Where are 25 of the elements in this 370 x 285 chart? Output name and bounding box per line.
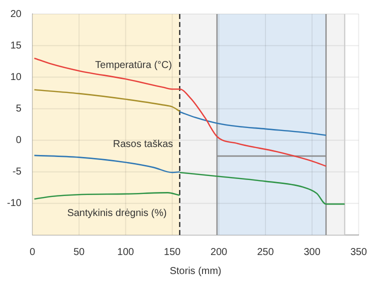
x-tick-label: 0 xyxy=(30,246,36,258)
x-tick-label: 50 xyxy=(73,246,86,258)
x-axis-title: Storis (mm) xyxy=(170,266,222,277)
line-series xyxy=(34,89,180,112)
x-tick-label: 200 xyxy=(210,246,228,258)
x-tick-label: 350 xyxy=(350,246,368,258)
annotation: Santykinis drėgnis (%) xyxy=(67,208,167,219)
y-tick-label: -5 xyxy=(12,166,22,178)
y-tick-label: 5 xyxy=(16,103,22,114)
annotation: Rasos taškas xyxy=(113,139,174,150)
line-series xyxy=(34,192,180,200)
x-tick-label: 100 xyxy=(117,246,134,258)
y-tick-label: 20 xyxy=(10,8,22,20)
annotation: Temperatūra (°C) xyxy=(95,60,172,72)
y-tick-label: 0 xyxy=(16,135,22,146)
y-tick-label: 15 xyxy=(10,40,22,52)
y-tick-label: -10 xyxy=(7,198,22,210)
line-series xyxy=(179,111,327,136)
line-series xyxy=(179,172,346,205)
x-tick-label: 150 xyxy=(164,246,182,258)
x-tick-label: 300 xyxy=(304,246,321,258)
line-series xyxy=(34,58,327,167)
x-tick-label: 250 xyxy=(257,246,274,258)
y-tick-label: 10 xyxy=(10,72,22,83)
line-series xyxy=(34,154,180,174)
